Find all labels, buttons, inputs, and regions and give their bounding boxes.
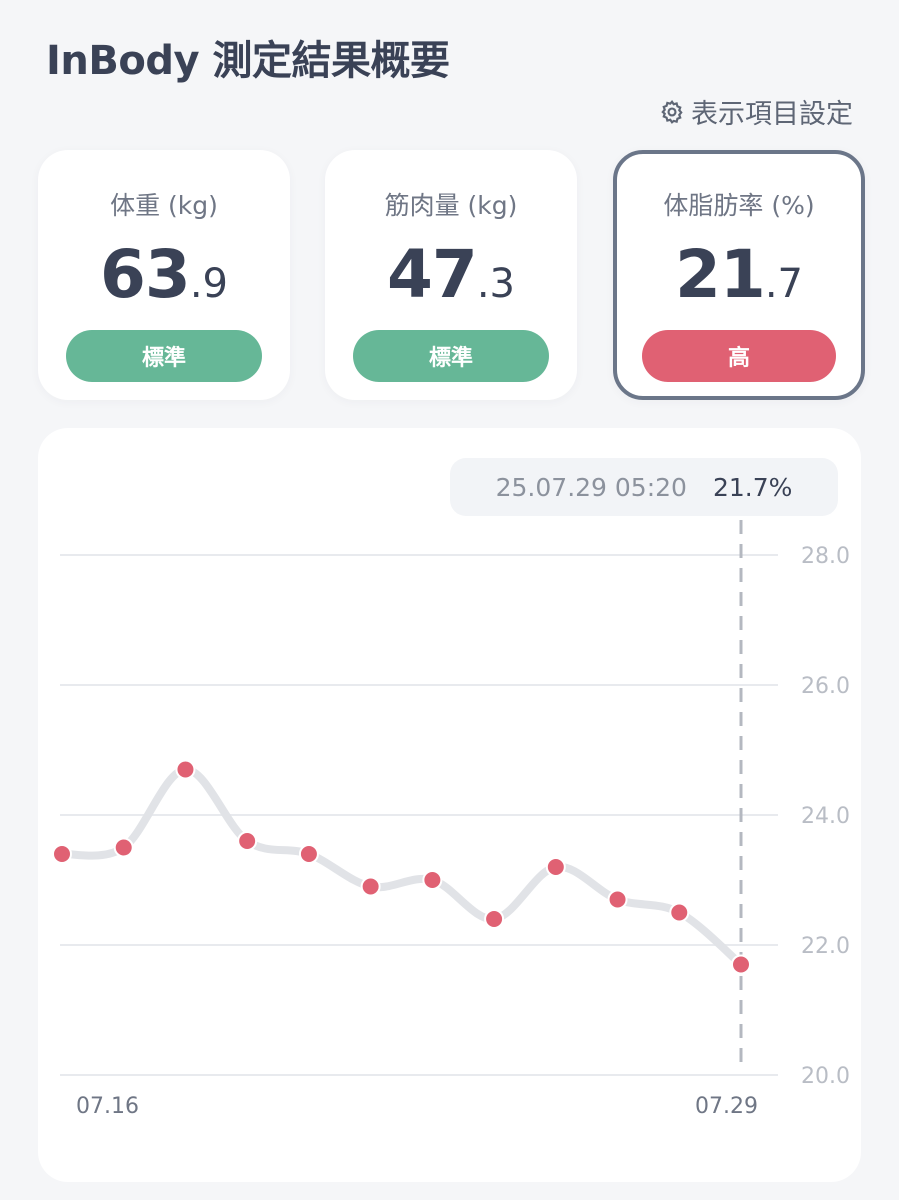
muscle-mass-label: 筋肉量 (kg) bbox=[384, 191, 518, 220]
body-fat-value-dec: .7 bbox=[764, 261, 804, 307]
series-line bbox=[58, 765, 745, 969]
weight-status-badge: 標準 bbox=[66, 330, 262, 382]
y-tick-label: 22.0 bbox=[801, 934, 850, 959]
data-point bbox=[52, 844, 72, 864]
weight-label: 体重 (kg) bbox=[110, 191, 218, 220]
x-tick-label: 07.29 bbox=[695, 1094, 758, 1119]
tooltip-timestamp: 25.07.29 05:20 bbox=[495, 472, 687, 502]
weight-value-int: 63 bbox=[99, 236, 191, 313]
muscle-mass-status-badge: 標準 bbox=[353, 330, 549, 382]
weight-value-dec: .9 bbox=[189, 261, 229, 307]
data-point bbox=[237, 831, 258, 851]
page-title: InBody 測定結果概要 bbox=[46, 38, 450, 84]
chart-tooltip: 25.07.29 05:20 21.7% bbox=[450, 458, 838, 516]
body-fat-status-badge: 高 bbox=[642, 330, 836, 382]
data-point bbox=[360, 876, 381, 897]
data-point bbox=[298, 844, 319, 864]
y-tick-label: 20.0 bbox=[801, 1064, 850, 1089]
display-settings-label: 表示項目設定 bbox=[691, 99, 853, 130]
muscle-mass-value: 47.3 bbox=[325, 236, 577, 313]
data-point bbox=[175, 759, 196, 780]
data-point bbox=[545, 857, 566, 877]
data-point bbox=[484, 909, 505, 929]
x-tick-label: 07.16 bbox=[76, 1094, 139, 1119]
weight-card[interactable]: 体重 (kg) 63.9 標準 bbox=[38, 150, 290, 400]
data-point bbox=[607, 889, 628, 910]
body-fat-chart-card[interactable]: 28.0 26.0 24.0 22.0 20.0 07.16 07.29 25.07.29 … bbox=[38, 428, 861, 1182]
y-tick-label: 24.0 bbox=[801, 804, 850, 829]
gear-icon bbox=[661, 99, 683, 124]
muscle-mass-value-dec: .3 bbox=[476, 261, 516, 307]
data-point bbox=[731, 954, 751, 975]
y-tick-label: 26.0 bbox=[801, 674, 850, 699]
body-fat-line-chart[interactable]: 28.0 26.0 24.0 22.0 20.0 07.16 07.29 bbox=[38, 428, 861, 1182]
data-point bbox=[669, 902, 690, 923]
body-fat-label: 体脂肪率 (%) bbox=[663, 191, 815, 220]
muscle-mass-value-int: 47 bbox=[386, 236, 478, 313]
metric-cards: 体重 (kg) 63.9 標準 筋肉量 (kg) 47.3 標準 体脂肪率 (%… bbox=[38, 150, 865, 400]
body-fat-card[interactable]: 体脂肪率 (%) 21.7 高 bbox=[613, 150, 865, 400]
data-point bbox=[422, 870, 443, 890]
muscle-mass-card[interactable]: 筋肉量 (kg) 47.3 標準 bbox=[325, 150, 577, 400]
tooltip-value: 21.7% bbox=[712, 472, 793, 502]
y-tick-label: 28.0 bbox=[801, 544, 850, 569]
body-fat-value: 21.7 bbox=[617, 236, 861, 313]
body-fat-value-int: 21 bbox=[674, 236, 766, 313]
data-point bbox=[113, 837, 134, 858]
display-settings-button[interactable]: 表示項目設定 bbox=[659, 92, 853, 131]
weight-value: 63.9 bbox=[38, 236, 290, 313]
